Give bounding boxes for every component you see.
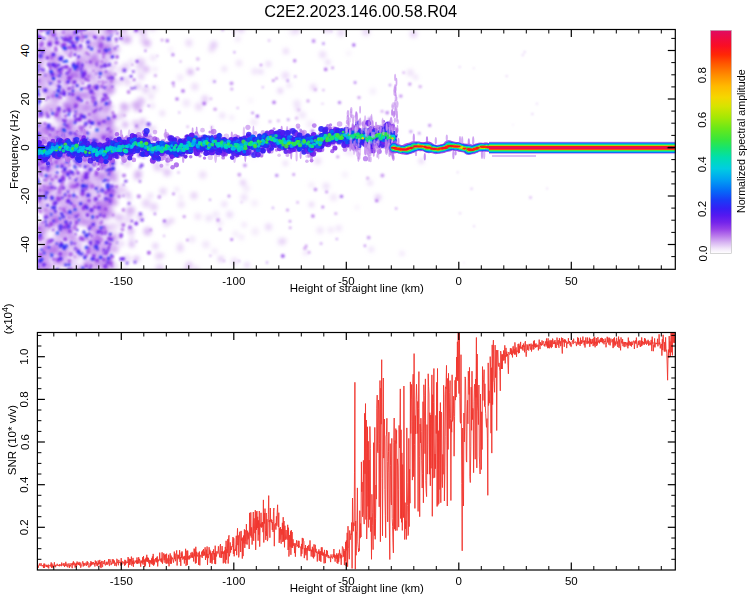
- svg-text:0.2: 0.2: [697, 201, 709, 217]
- svg-text:50: 50: [565, 275, 578, 287]
- svg-text:SNR (10* v/v): SNR (10* v/v): [6, 405, 18, 475]
- svg-text:0.4: 0.4: [19, 476, 31, 493]
- svg-text:0.8: 0.8: [697, 67, 709, 83]
- svg-text:0.6: 0.6: [19, 434, 31, 450]
- svg-text:C2E2.2023.146.00.58.R04: C2E2.2023.146.00.58.R04: [264, 2, 457, 20]
- svg-text:20: 20: [19, 93, 31, 106]
- svg-text:-40: -40: [19, 236, 31, 253]
- svg-text:(x104): (x104): [1, 303, 15, 334]
- svg-text:0.0: 0.0: [697, 246, 709, 262]
- svg-text:Height of straight line (km): Height of straight line (km): [290, 582, 424, 594]
- svg-text:Height of straight line (km): Height of straight line (km): [290, 282, 424, 294]
- svg-text:0.4: 0.4: [697, 156, 709, 173]
- svg-text:1.0: 1.0: [19, 349, 31, 365]
- svg-text:40: 40: [19, 44, 31, 57]
- svg-text:-150: -150: [110, 275, 133, 287]
- svg-text:Frequency (Hz): Frequency (Hz): [9, 110, 21, 189]
- svg-text:0.6: 0.6: [697, 112, 709, 128]
- svg-text:0: 0: [456, 275, 462, 287]
- svg-text:50: 50: [565, 575, 578, 587]
- svg-text:0.2: 0.2: [19, 519, 31, 535]
- svg-text:-150: -150: [110, 575, 133, 587]
- svg-text:0.8: 0.8: [19, 391, 31, 407]
- svg-text:-20: -20: [19, 188, 31, 205]
- svg-text:0: 0: [456, 575, 462, 587]
- svg-text:Normalized spectral amplitude: Normalized spectral amplitude: [735, 69, 747, 213]
- svg-text:-100: -100: [222, 275, 245, 287]
- svg-text:-100: -100: [222, 575, 245, 587]
